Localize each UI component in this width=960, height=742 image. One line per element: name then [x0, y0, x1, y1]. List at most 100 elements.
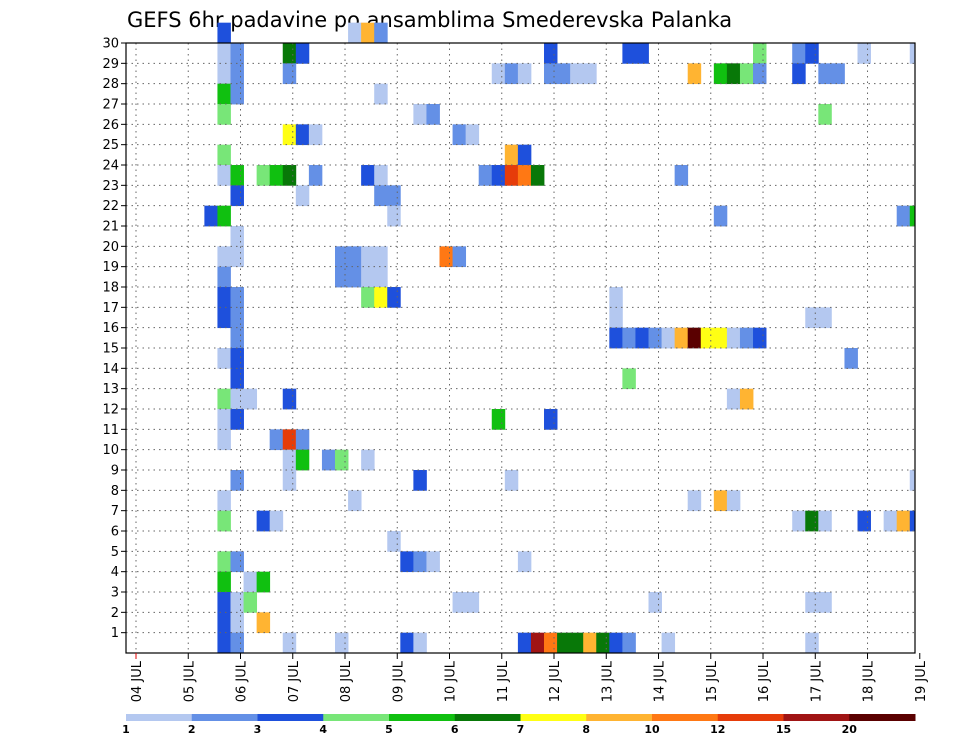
heatmap-cell [217, 348, 231, 369]
color-legend: 1 2 3 4 5 6 7 8 10 12 15 20 [122, 714, 916, 736]
heatmap-cell [805, 632, 819, 654]
y-tick-label: 26 [102, 118, 119, 133]
heatmap-cell [544, 43, 558, 64]
heatmap-cell [426, 551, 440, 573]
heatmap-cell [282, 388, 297, 410]
legend-swatch [323, 714, 390, 721]
legend-label: 6 [451, 723, 459, 736]
heatmap-cell [413, 551, 427, 573]
heatmap-cell [909, 470, 916, 491]
heatmap-cell [217, 246, 231, 268]
heatmap-cell [387, 185, 401, 207]
legend-swatch [126, 714, 193, 721]
heatmap-cell [792, 43, 806, 64]
legend-label: 5 [385, 723, 393, 736]
heatmap-cell [504, 144, 519, 166]
heatmap-cell [282, 63, 297, 85]
heatmap-cell [256, 571, 271, 593]
heatmap-cell [909, 205, 916, 227]
heatmap-cell [217, 104, 231, 125]
heatmap-cell [622, 632, 636, 654]
heatmap-cell [335, 266, 349, 288]
heatmap-cell [818, 307, 832, 329]
heatmap-cell [335, 449, 349, 471]
heatmap-cell [713, 205, 728, 227]
y-tick-label: 12 [102, 403, 119, 418]
y-axis-ticks: 1234567891011121314151617181920212223242… [102, 37, 126, 641]
heatmap-cell [648, 592, 662, 613]
heatmap-cell [517, 144, 532, 166]
x-tick-label: 05 JUL [182, 660, 197, 702]
heatmap-cell [609, 632, 623, 654]
x-tick-label: 12 JUL [548, 660, 563, 702]
heatmap-cell [517, 165, 532, 186]
y-tick-label: 22 [102, 199, 119, 214]
heatmap-cell [726, 490, 741, 512]
heatmap-cell [217, 165, 231, 186]
heatmap-cell [713, 63, 728, 85]
heatmap-cells [204, 22, 916, 654]
heatmap-cell [361, 22, 375, 44]
heatmap-cell [648, 327, 662, 349]
heatmap-cell [726, 327, 741, 349]
heatmap-cell [282, 632, 297, 654]
x-tick-label: 10 JUL [444, 660, 459, 702]
legend-label: 15 [776, 723, 791, 736]
y-tick-label: 4 [111, 565, 119, 580]
heatmap-cell [818, 104, 832, 125]
heatmap-cell [805, 307, 819, 329]
heatmap-cell [256, 165, 271, 186]
legend-label: 10 [644, 723, 660, 736]
heatmap-cell [374, 246, 388, 268]
heatmap-cell [282, 43, 297, 64]
heatmap-cell [217, 144, 231, 166]
heatmap-cell [674, 165, 689, 186]
heatmap-cell [504, 63, 519, 85]
y-tick-label: 3 [111, 586, 119, 601]
legend-swatch [717, 714, 784, 721]
heatmap-cell [387, 287, 401, 308]
heatmap-cell [596, 632, 610, 654]
heatmap-cell [217, 409, 231, 430]
heatmap-cell [256, 510, 271, 532]
heatmap-cell [700, 327, 715, 349]
heatmap-cell [544, 63, 558, 85]
heatmap-cell [909, 510, 916, 532]
heatmap-cell [282, 124, 297, 146]
heatmap-cell [243, 592, 258, 613]
heatmap-cell [400, 551, 414, 573]
x-tick-label: 19 JUL [914, 660, 929, 702]
heatmap-cell [217, 307, 231, 329]
heatmap-cell [230, 327, 244, 349]
heatmap-cell [374, 165, 388, 186]
y-tick-label: 17 [102, 301, 119, 316]
heatmap-cell [295, 429, 310, 451]
heatmap-cell [269, 429, 284, 451]
heatmap-cell [504, 165, 519, 186]
heatmap-cell [622, 43, 636, 64]
heatmap-cell [374, 185, 388, 207]
heatmap-cell [230, 551, 244, 573]
y-tick-label: 23 [102, 179, 119, 194]
legend-label: 4 [319, 723, 327, 736]
legend-label: 20 [842, 723, 858, 736]
heatmap-cell [544, 632, 558, 654]
y-tick-label: 9 [111, 464, 119, 479]
heatmap-cell [295, 185, 310, 207]
heatmap-cell [230, 43, 244, 64]
y-tick-label: 7 [111, 504, 119, 519]
heatmap-cell [230, 348, 244, 369]
heatmap-cell [818, 510, 832, 532]
heatmap-cell [400, 632, 414, 654]
heatmap-cell [570, 63, 584, 85]
legend-swatch [257, 714, 324, 721]
y-tick-label: 30 [102, 37, 119, 52]
heatmap-cell [413, 470, 427, 491]
heatmap-cell [792, 63, 806, 85]
heatmap-cell [230, 185, 244, 207]
y-tick-label: 14 [102, 362, 119, 377]
heatmap-cell [217, 83, 231, 105]
heatmap-cell [491, 409, 506, 430]
legend-swatch [652, 714, 719, 721]
heatmap-cell [491, 63, 506, 85]
